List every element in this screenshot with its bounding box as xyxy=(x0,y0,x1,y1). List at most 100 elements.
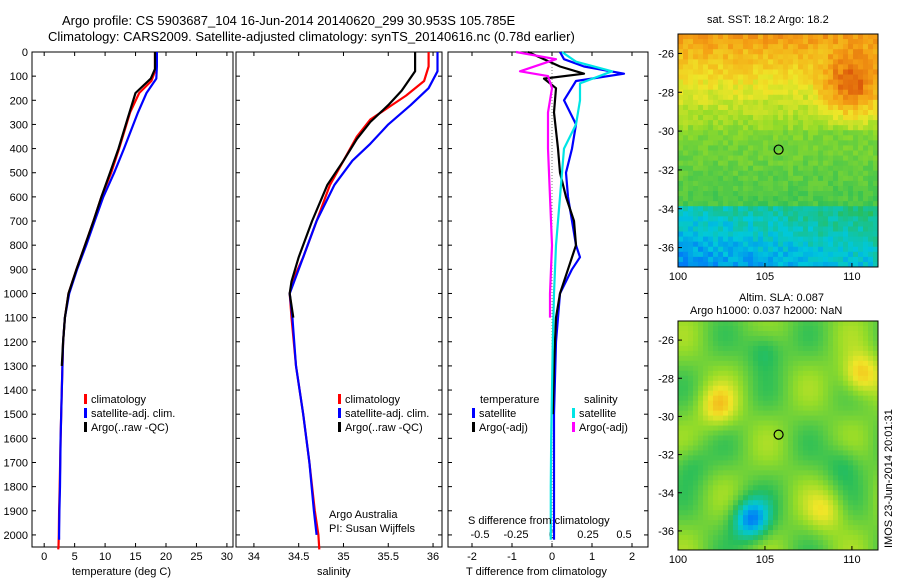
map-cell xyxy=(783,400,789,407)
y-tick-label: 500 xyxy=(10,168,28,180)
map-cell xyxy=(848,540,854,546)
map-cell xyxy=(728,191,734,197)
map-cell xyxy=(733,365,739,372)
map-cell xyxy=(818,530,824,536)
map-cell xyxy=(683,201,689,207)
map-cell xyxy=(683,460,689,466)
map-cell xyxy=(693,410,699,416)
map-cell xyxy=(738,246,744,253)
map-cell xyxy=(723,69,729,75)
map-cell xyxy=(698,490,704,496)
map-cell xyxy=(763,34,769,40)
map-cell xyxy=(868,365,874,372)
y-tick-label: 1900 xyxy=(4,506,28,518)
map-cell xyxy=(698,251,704,258)
map-cell xyxy=(748,495,754,501)
map-cell xyxy=(803,160,809,167)
map-cell xyxy=(793,405,799,412)
map-cell xyxy=(858,405,864,412)
map-cell xyxy=(723,350,729,357)
map-cell xyxy=(868,39,874,45)
map-cell xyxy=(723,64,729,70)
map-cell xyxy=(738,515,744,521)
map-cell xyxy=(838,64,844,70)
map-cell xyxy=(838,241,844,248)
map-cell xyxy=(843,155,849,162)
map-cell xyxy=(678,170,684,177)
map-cell xyxy=(733,191,739,197)
map-cell xyxy=(688,180,694,187)
map-cell xyxy=(793,440,799,446)
map-cell xyxy=(853,216,859,222)
map-cell xyxy=(868,231,874,238)
map-cell xyxy=(733,420,739,426)
map-cell xyxy=(718,99,724,106)
map-cell xyxy=(838,385,844,392)
map-cell xyxy=(738,54,744,60)
map-cell xyxy=(788,455,794,461)
map-cell xyxy=(713,145,719,151)
map-cell xyxy=(788,321,794,327)
map-cell xyxy=(833,455,839,461)
map-cell xyxy=(758,160,764,167)
map-cell xyxy=(698,94,704,101)
map-cell xyxy=(728,485,734,491)
map-cell xyxy=(683,321,689,327)
map-cell xyxy=(743,69,749,75)
map-cell xyxy=(718,360,724,367)
map-cell xyxy=(833,251,839,258)
map-cell xyxy=(818,49,824,55)
map-cell xyxy=(753,480,759,486)
map-cell xyxy=(733,480,739,486)
map-cell xyxy=(788,231,794,238)
map-cell xyxy=(718,175,724,182)
map-cell xyxy=(693,236,699,243)
map-cell xyxy=(858,480,864,486)
map-cell xyxy=(773,455,779,461)
map-cell xyxy=(743,495,749,501)
map-cell xyxy=(703,430,709,436)
map-cell xyxy=(693,196,699,202)
map-cell xyxy=(788,410,794,416)
map-cell xyxy=(738,435,744,441)
map-cell xyxy=(753,155,759,162)
map-cell xyxy=(858,170,864,177)
map-cell xyxy=(718,241,724,248)
map-cell xyxy=(693,360,699,367)
map-cell xyxy=(753,64,759,70)
map-cell xyxy=(758,241,764,248)
map-cell xyxy=(748,231,754,238)
map-cell xyxy=(708,390,714,397)
map-cell xyxy=(723,79,729,86)
map-cell xyxy=(803,505,809,511)
map-cell xyxy=(713,94,719,101)
map-cell xyxy=(843,520,849,526)
map-cell xyxy=(818,500,824,506)
map-cell xyxy=(863,155,869,162)
map-cell xyxy=(853,425,859,431)
map-cell xyxy=(858,545,864,551)
map-cell xyxy=(678,180,684,187)
map-cell xyxy=(758,321,764,327)
map-cell xyxy=(748,54,754,60)
map-cell xyxy=(848,191,854,197)
y-tick-label: 1000 xyxy=(4,288,28,300)
map-cell xyxy=(678,39,684,45)
map-cell xyxy=(808,321,814,327)
map-cell xyxy=(683,125,689,131)
map-cell xyxy=(718,231,724,238)
map-cell xyxy=(763,79,769,86)
map-cell xyxy=(833,89,839,96)
map-cell xyxy=(718,185,724,192)
map-cell xyxy=(788,365,794,372)
map-cell xyxy=(793,241,799,248)
map-cell xyxy=(853,415,859,421)
map-cell xyxy=(838,150,844,156)
y-tick-label: 1500 xyxy=(4,409,28,421)
map-cell xyxy=(763,140,769,146)
map-cell xyxy=(863,505,869,511)
map-cell xyxy=(808,34,814,40)
map-cell xyxy=(858,175,864,182)
map-cell xyxy=(718,415,724,421)
map-cell xyxy=(788,49,794,55)
